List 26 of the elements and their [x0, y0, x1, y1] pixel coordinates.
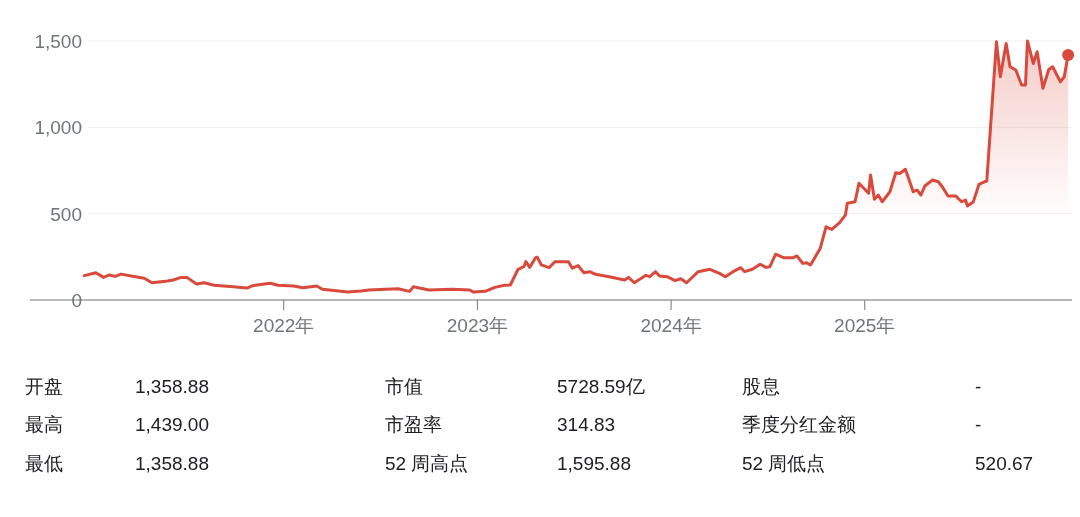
text: 52 周低点	[742, 453, 826, 474]
text: -	[975, 376, 982, 397]
text: 1,595.88	[557, 453, 631, 474]
y-tick-label: 0	[71, 290, 82, 311]
y-tick-label: 1,000	[34, 117, 82, 139]
text: 5728.59亿	[557, 376, 645, 397]
x-tick-label: 2023年	[446, 315, 509, 336]
y-tick-label: 500	[50, 203, 82, 225]
text: 最高	[25, 414, 63, 435]
x-tick-label: 2022年	[253, 315, 315, 336]
text: 1,358.88	[135, 376, 209, 397]
text: 市盈率	[385, 414, 442, 435]
text: 季度分红金额	[742, 414, 856, 435]
text: 314.83	[557, 414, 616, 435]
text: 1,358.88	[135, 453, 209, 474]
text: 52 周高点	[385, 453, 469, 474]
text: 市值	[385, 376, 423, 397]
text: 1,439.00	[135, 414, 209, 435]
text: 最低	[25, 453, 63, 474]
text: 开盘	[25, 376, 63, 397]
text: -	[975, 414, 982, 435]
text: 股息	[742, 376, 780, 397]
x-tick-label: 2024年	[640, 315, 702, 336]
y-tick-label: 1,500	[34, 31, 82, 52]
x-tick-label: 2025年	[834, 315, 896, 336]
text: 520.67	[975, 453, 1034, 474]
